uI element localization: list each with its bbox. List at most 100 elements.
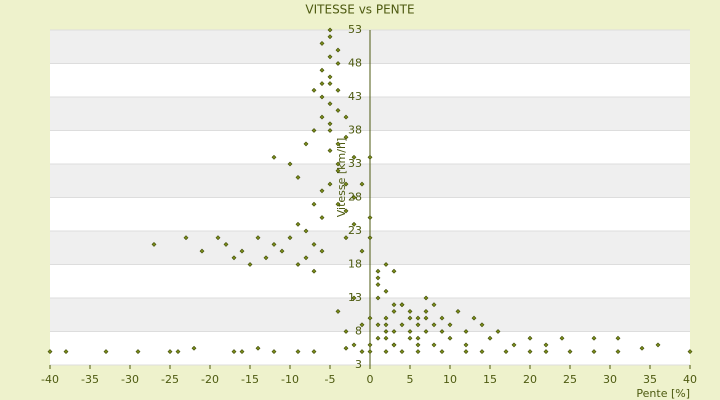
point: [319, 81, 325, 87]
point: [367, 349, 373, 355]
point: [367, 154, 373, 160]
x-tick-label: -25: [161, 373, 179, 386]
x-tick-label: -15: [241, 373, 259, 386]
point: [335, 141, 341, 147]
point: [375, 282, 381, 288]
point: [375, 295, 381, 301]
point: [335, 61, 341, 66]
point: [407, 308, 413, 314]
point: [359, 248, 365, 254]
point: [279, 248, 285, 254]
point: [591, 335, 597, 341]
point: [103, 349, 109, 355]
point: [423, 329, 429, 334]
x-tick-label: 35: [643, 373, 657, 386]
point: [47, 349, 53, 355]
point: [287, 235, 293, 241]
x-tick-label: 10: [443, 373, 457, 386]
point: [415, 315, 421, 321]
point: [375, 335, 381, 341]
point: [327, 121, 333, 127]
point: [319, 67, 325, 73]
point: [615, 335, 621, 341]
point: [319, 248, 325, 254]
point: [351, 221, 357, 227]
point: [391, 342, 397, 348]
point: [359, 349, 365, 355]
point: [383, 329, 389, 334]
point: [527, 335, 533, 341]
point: [415, 322, 421, 328]
point: [191, 345, 197, 351]
point: [463, 342, 469, 348]
point: [271, 241, 277, 247]
point: [495, 329, 501, 334]
x-tick-label: -5: [325, 373, 336, 386]
point: [463, 329, 469, 334]
point: [327, 74, 333, 80]
point: [351, 154, 357, 160]
point: [391, 329, 397, 334]
point: [215, 235, 221, 241]
chart-title: VITESSE vs PENTE: [305, 3, 414, 17]
point: [335, 161, 341, 167]
y-tick-label: 3: [355, 358, 362, 371]
point: [375, 275, 381, 281]
point: [567, 349, 573, 355]
point: [231, 349, 237, 355]
point: [391, 268, 397, 274]
point: [431, 322, 437, 328]
point: [295, 221, 301, 227]
point: [311, 268, 317, 274]
point: [351, 342, 357, 348]
point: [479, 349, 485, 355]
point: [375, 268, 381, 274]
point: [415, 349, 421, 355]
point: [375, 322, 381, 328]
point: [303, 228, 309, 234]
point: [559, 335, 565, 341]
y-tick-label: 23: [348, 224, 362, 237]
point: [439, 349, 445, 355]
point: [199, 248, 205, 254]
point: [351, 195, 357, 200]
point: [319, 94, 325, 100]
point: [343, 329, 349, 334]
point: [327, 101, 333, 107]
point: [383, 349, 389, 355]
point: [255, 235, 261, 241]
point: [151, 241, 157, 247]
point: [399, 322, 405, 328]
y-tick-label: 18: [348, 258, 362, 271]
x-tick-label: -30: [121, 373, 139, 386]
x-tick-label: 15: [483, 373, 497, 386]
point: [687, 349, 693, 355]
point: [271, 349, 277, 355]
y-tick-label: 8: [355, 325, 362, 338]
point: [383, 335, 389, 341]
point: [343, 208, 349, 214]
point: [359, 322, 365, 328]
point: [367, 315, 373, 321]
point: [383, 288, 389, 294]
point: [383, 262, 389, 267]
point: [311, 241, 317, 247]
point: [367, 215, 373, 221]
point: [303, 255, 309, 261]
point: [239, 248, 245, 254]
point: [391, 302, 397, 308]
point: [439, 329, 445, 334]
y-axis-label: Vitesse [km/h]: [335, 138, 348, 218]
point: [591, 349, 597, 355]
x-tick-label: -10: [281, 373, 299, 386]
point: [423, 308, 429, 314]
point: [63, 349, 69, 355]
point: [471, 315, 477, 321]
point: [327, 54, 333, 60]
point: [327, 34, 333, 40]
point: [351, 295, 357, 301]
point: [263, 255, 269, 261]
point: [431, 302, 437, 308]
point: [319, 114, 325, 120]
